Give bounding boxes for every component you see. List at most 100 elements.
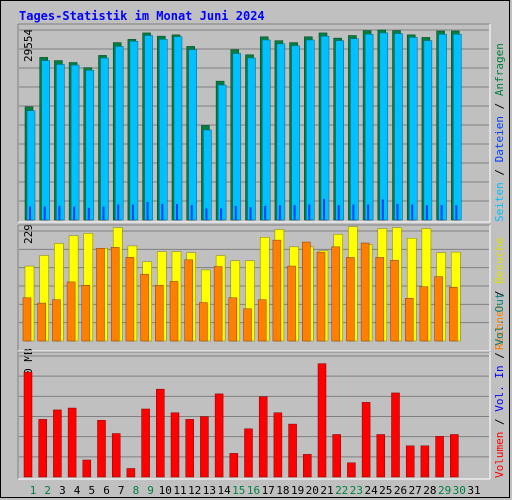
seiten-bar — [100, 57, 109, 221]
rechner-bar — [390, 260, 399, 342]
volumen-bar — [126, 468, 136, 478]
volumen-bar — [347, 462, 356, 478]
day-label: 18 — [276, 484, 289, 497]
volumen-bar — [141, 408, 150, 478]
volumen-bar — [420, 445, 430, 478]
seiten-bar — [408, 37, 418, 221]
dateien-bar — [352, 204, 355, 220]
day-label: 22 — [335, 484, 348, 497]
day-label: 30 — [453, 484, 466, 497]
volumen-bar — [288, 423, 297, 478]
rechner-bar — [302, 241, 311, 342]
dateien-bar — [73, 206, 76, 220]
volumen-bar — [200, 416, 209, 478]
dateien-bar — [367, 204, 370, 220]
volumen-bar — [391, 392, 400, 478]
seiten-bar — [453, 33, 462, 221]
rechner-bar — [449, 286, 458, 342]
dateien-bar — [323, 198, 325, 220]
volumen-bar — [376, 434, 386, 478]
seiten-bar — [379, 32, 389, 221]
volumen-bar — [111, 433, 121, 478]
rechner-bar — [52, 299, 61, 342]
day-label: 1 — [30, 484, 37, 497]
day-label: 15 — [232, 484, 245, 497]
dateien-bar — [131, 204, 134, 220]
dateien-bar — [220, 208, 223, 220]
seiten-bar — [335, 40, 344, 221]
seiten-bar — [291, 45, 300, 221]
volumen-bar — [332, 434, 341, 478]
day-label: 29 — [438, 484, 451, 497]
day-label: 28 — [423, 484, 436, 497]
dateien-bar — [161, 203, 164, 220]
day-label: 5 — [88, 484, 95, 497]
day-label: 21 — [320, 484, 333, 497]
day-label: 31 — [467, 484, 480, 497]
rechner-bar — [169, 281, 179, 342]
chart-title: Tages-Statistik im Monat Juni 2024 — [19, 9, 265, 23]
dateien-bar — [117, 204, 120, 220]
volumen-bar — [82, 459, 92, 478]
dateien-bar — [337, 205, 340, 220]
volumen-bar — [229, 453, 239, 478]
seiten-bar — [320, 35, 330, 221]
seiten-bar — [276, 43, 286, 221]
dateien-bar — [205, 208, 208, 220]
seiten-bar — [144, 35, 153, 221]
rechner-bar — [360, 242, 370, 342]
day-label: 11 — [173, 484, 186, 497]
dateien-bar — [87, 207, 90, 220]
day-label: 2 — [44, 484, 51, 497]
dateien-bar — [264, 205, 267, 220]
rechner-bar — [81, 285, 91, 342]
rechner-bar — [37, 302, 46, 342]
seiten-bar — [70, 64, 80, 221]
volumen-bar — [258, 396, 268, 478]
seiten-bar — [350, 38, 359, 221]
dateien-bar — [146, 201, 149, 220]
seiten-bar — [114, 46, 124, 221]
rechner-bar — [404, 297, 414, 342]
rechner-bar — [125, 257, 135, 342]
volumen-bar — [317, 363, 327, 478]
dateien-bar — [278, 205, 281, 220]
seiten-bar — [232, 53, 242, 221]
dateien-bar — [293, 205, 296, 220]
rechner-bar — [287, 265, 296, 342]
dateien-bar — [396, 203, 399, 220]
day-label: 4 — [74, 484, 81, 497]
seiten-bar — [203, 129, 212, 221]
volumen-bar — [244, 428, 253, 478]
rechner-bar — [272, 239, 282, 342]
volumen-bar — [435, 436, 444, 478]
rechner-bar — [213, 266, 223, 342]
volumen-bar — [38, 419, 47, 478]
rechner-bar — [184, 259, 193, 342]
dateien-bar — [43, 206, 46, 220]
rechner-bar — [228, 297, 238, 342]
day-label: 16 — [247, 484, 260, 497]
rechner-bar — [155, 285, 164, 342]
rechner-bar — [140, 273, 149, 342]
dateien-bar — [58, 205, 61, 220]
seiten-bar — [85, 69, 95, 221]
volumen-bar — [53, 409, 62, 478]
seiten-bar — [438, 33, 447, 221]
day-label: 12 — [188, 484, 201, 497]
volumen-bar — [156, 388, 165, 478]
dateien-bar — [190, 205, 193, 220]
dateien-bar — [455, 205, 458, 220]
rechner-bar — [346, 257, 355, 342]
seiten-bar — [41, 60, 50, 221]
day-label: 23 — [350, 484, 363, 497]
rechner-bar — [434, 276, 443, 342]
volumen-bar — [273, 412, 283, 478]
day-label: 25 — [379, 484, 392, 497]
seiten-bar — [247, 57, 256, 221]
seiten-bar — [26, 110, 36, 221]
day-label: 26 — [394, 484, 407, 497]
rechner-bar — [96, 248, 105, 342]
dateien-bar — [102, 206, 105, 220]
